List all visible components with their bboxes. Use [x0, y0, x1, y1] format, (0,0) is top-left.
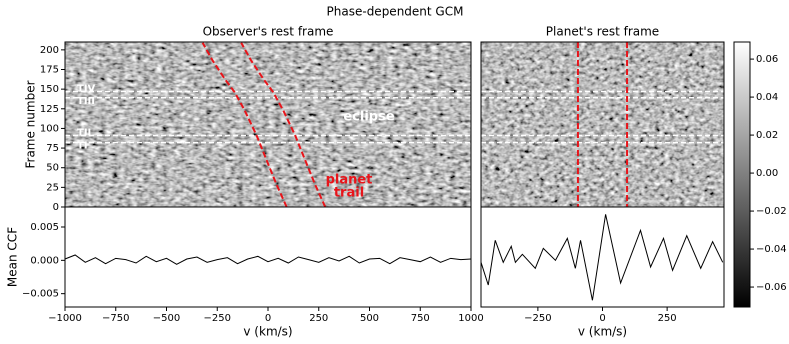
x-tick-label: 250 [658, 313, 677, 324]
x-axis-label: v (km/s) [578, 325, 627, 339]
colorbar-tick-label: 0.06 [756, 54, 778, 65]
colorbar-tick-label: 0.02 [756, 130, 778, 141]
x-tick-label: −250 [204, 313, 231, 324]
annotation-trail: planet [326, 173, 373, 188]
y-axis-label: Mean CCF [6, 227, 20, 287]
y-tick-label: 100 [40, 123, 59, 134]
x-tick-label: 750 [411, 313, 430, 324]
x-tick-label: 0 [599, 313, 605, 324]
x-tick-label: 0 [265, 313, 271, 324]
contact-label: TII [77, 128, 91, 139]
x-tick-label: 500 [360, 313, 379, 324]
ccf-line [64, 254, 472, 265]
x-axis-label: v (km/s) [243, 325, 292, 339]
heatmap-image [65, 42, 471, 207]
colorbar-tick-label: −0.04 [756, 244, 787, 255]
contact-label: TIII [77, 96, 95, 107]
panel-frame [480, 206, 725, 308]
y-tick-label: 0.005 [30, 222, 59, 233]
annotation-eclipse: eclipse [343, 110, 394, 125]
y-tick-label: 150 [40, 84, 59, 95]
heatmap-image [481, 42, 724, 207]
x-tick-label: 1000 [458, 313, 483, 324]
colorbar-tick-label: 0.00 [756, 168, 778, 179]
y-tick-label: 125 [40, 104, 59, 115]
y-tick-label: −0.005 [22, 289, 59, 300]
annotation-trail: trail [334, 186, 364, 201]
y-tick-label: 175 [40, 65, 59, 76]
y-tick-label: 0 [53, 202, 59, 213]
y-tick-label: 25 [46, 182, 59, 193]
y-tick-label: 200 [40, 45, 59, 56]
x-tick-label: −750 [102, 313, 129, 324]
x-tick-label: 250 [309, 313, 328, 324]
contact-label: TIV [77, 84, 96, 95]
x-tick-label: −500 [153, 313, 180, 324]
x-tick-label: −250 [524, 313, 551, 324]
colorbar-tick-label: 0.04 [756, 92, 778, 103]
panel-title: Observer's rest frame [203, 25, 334, 39]
figure-title: Phase-dependent GCM [327, 5, 464, 19]
colorbar-tick-label: −0.06 [756, 282, 787, 293]
y-tick-label: 50 [46, 163, 59, 174]
panel-frame [64, 206, 472, 308]
ccf-line [480, 214, 724, 301]
x-tick-label: −1000 [48, 313, 82, 324]
y-tick-label: 75 [46, 143, 59, 154]
panel-title: Planet's rest frame [546, 25, 659, 39]
y-axis-label: Frame number [24, 80, 38, 168]
planet-trail [240, 42, 327, 208]
colorbar [733, 41, 751, 308]
colorbar-tick-label: −0.02 [756, 206, 787, 217]
y-tick-label: 0.000 [30, 255, 59, 266]
contact-label: TI [77, 141, 88, 152]
planet-trail [201, 42, 288, 208]
